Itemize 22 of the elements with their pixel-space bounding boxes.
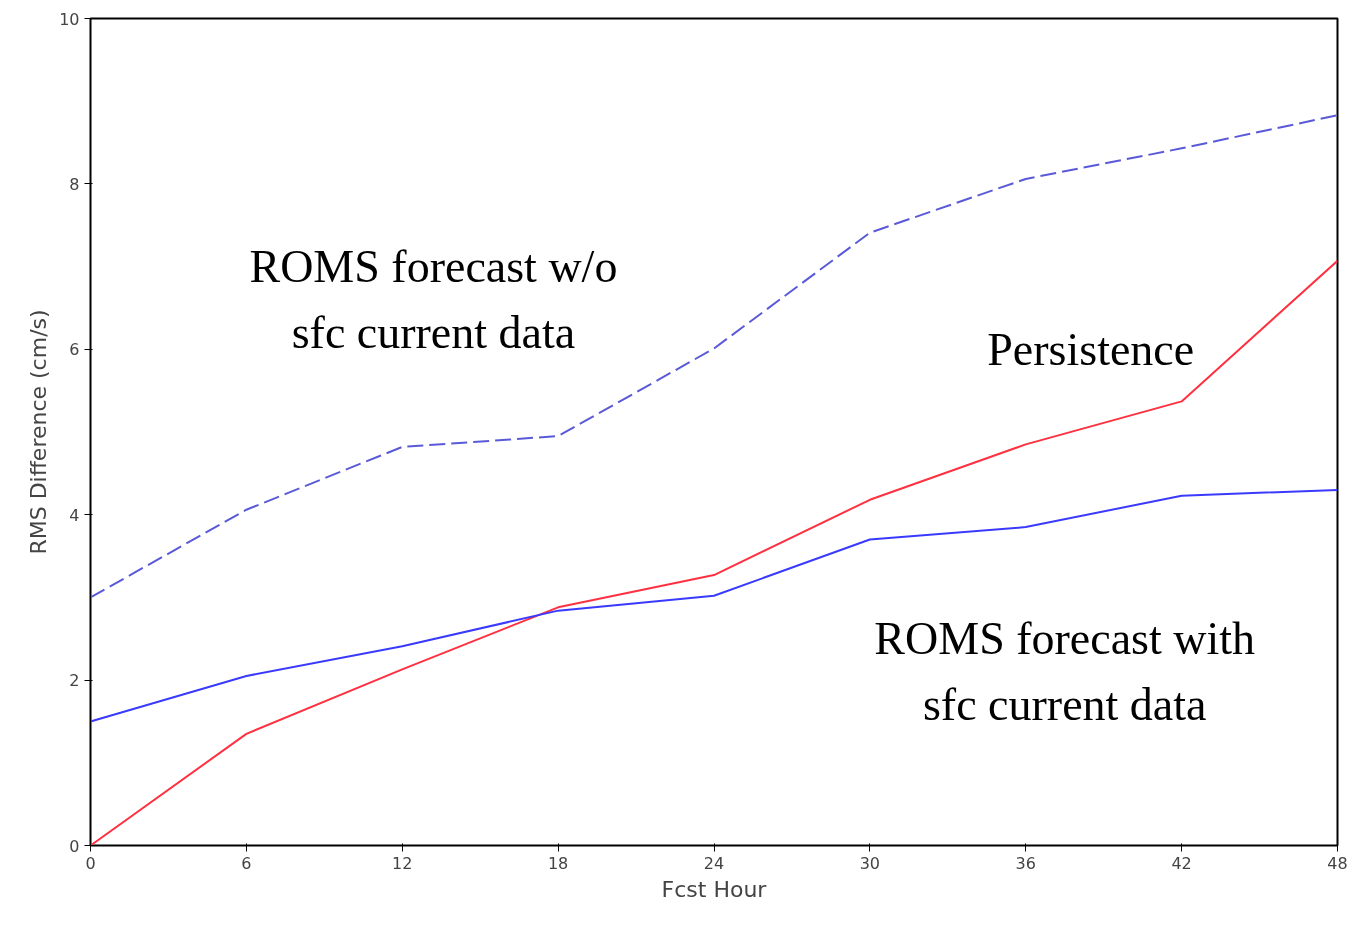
x-tick-label: 30 [859,853,881,873]
y-tick-label: 8 [69,174,80,194]
series-label: ROMS forecast w/o sfc current data [249,241,618,359]
y-tick-label: 6 [69,340,80,360]
x-axis-title: Fcst Hour [661,876,768,902]
x-tick-label: 6 [241,853,252,873]
x-tick-label: 12 [392,853,413,873]
y-tick-label: 4 [69,505,80,525]
series-label: Persistence [987,323,1195,375]
y-tick-label: 10 [59,9,80,29]
y-tick-label: 0 [69,836,80,856]
y-tick-label: 2 [69,671,80,691]
x-tick-label: 0 [85,853,96,873]
series-label: ROMS forecast with sfc current data [874,613,1256,731]
line-series [90,114,1338,599]
x-tick-label: 48 [1327,853,1348,873]
x-tick-label: 18 [547,853,569,873]
x-tick-label: 36 [1015,853,1036,873]
x-tick-label: 24 [703,853,725,873]
y-axis-title: RMS Difference (cm/s) [26,309,52,555]
line-series [90,488,1338,723]
x-tick-label: 42 [1171,853,1192,873]
